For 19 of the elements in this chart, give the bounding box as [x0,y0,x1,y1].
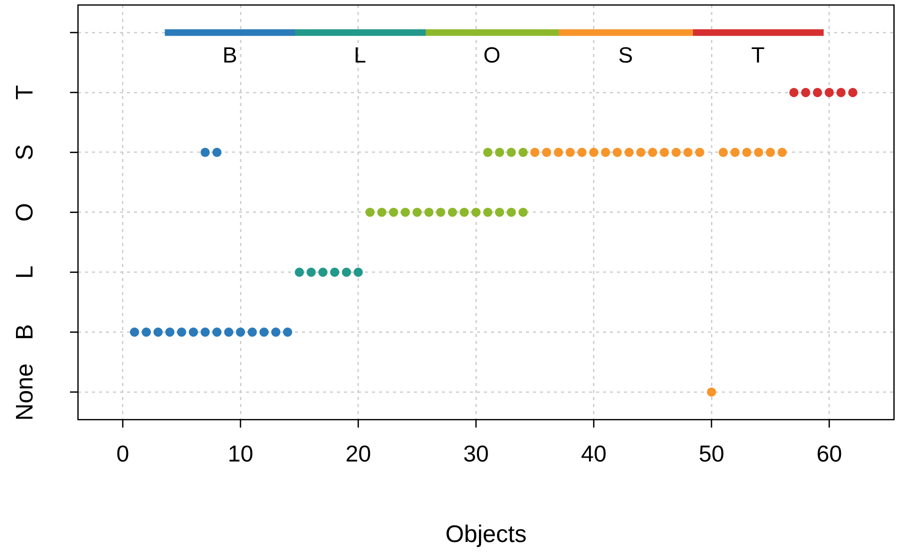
x-tick-label: 50 [698,440,724,467]
x-tick-label: 60 [816,440,842,467]
x-axis-title: Objects [445,521,527,548]
y-tick-label: None [12,363,39,421]
y-tick-label: T [12,84,39,100]
y-tick-label: O [12,202,39,222]
y-tick-label: S [12,144,39,160]
series-label: T [751,42,765,68]
x-tick-label: 20 [345,440,372,467]
series-label: B [222,42,238,68]
x-tick-label: 40 [580,440,607,467]
series-label: S [618,42,633,68]
y-tick-label: L [12,266,39,279]
x-tick-label: 0 [116,440,130,467]
series-label: O [483,42,500,68]
x-tick-label: 30 [463,440,489,467]
x-tick-label: 10 [228,440,254,467]
y-tick-label: B [12,324,39,340]
series-label: L [354,42,366,68]
